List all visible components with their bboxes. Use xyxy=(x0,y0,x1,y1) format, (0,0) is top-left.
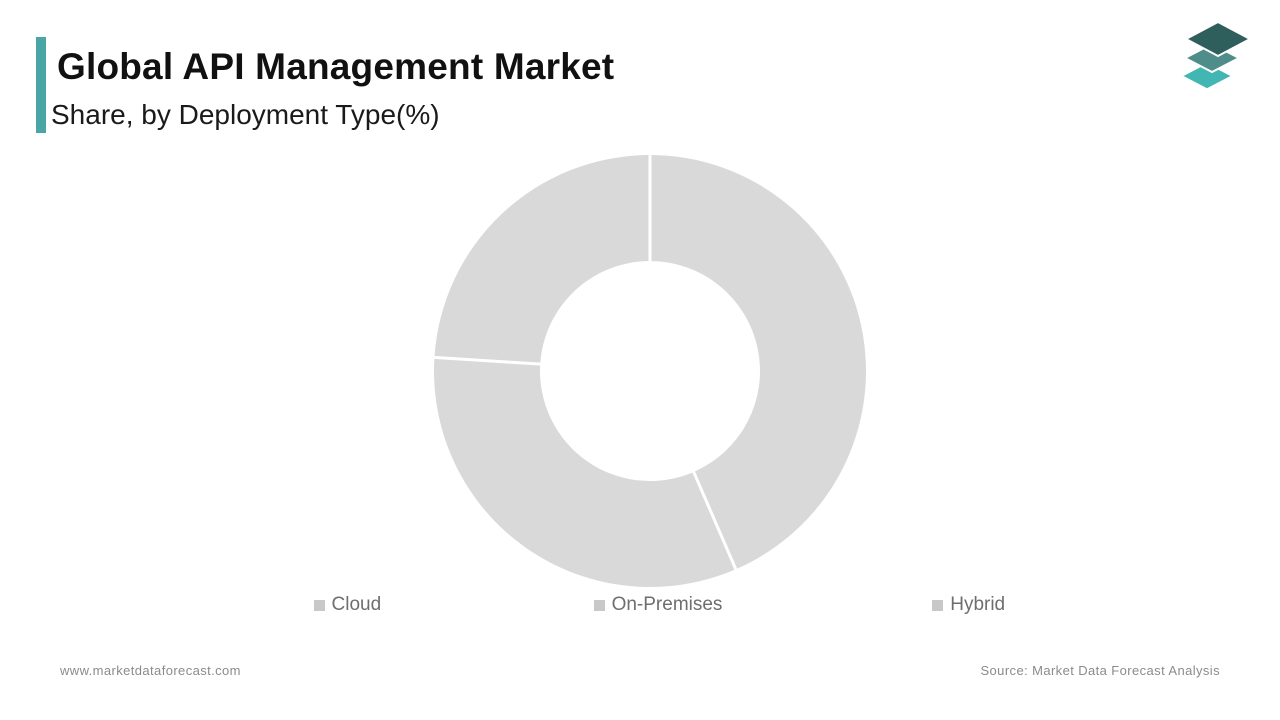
legend-marker-icon xyxy=(593,599,605,611)
donut-chart-area xyxy=(430,151,870,591)
logo-layer-bottom xyxy=(1180,62,1234,90)
legend-item-hybrid: Hybrid xyxy=(813,594,1124,616)
footer-website: www.marketdataforecast.com xyxy=(60,663,241,678)
legend-label: On-Premises xyxy=(611,594,723,615)
chart-legend: Cloud On-Premises Hybrid xyxy=(192,594,1124,616)
legend-marker-icon xyxy=(932,599,944,611)
donut-slice-on-premises xyxy=(434,357,736,587)
title-accent-bar xyxy=(36,37,46,133)
market-data-forecast-logo xyxy=(1180,20,1253,90)
legend-label: Cloud xyxy=(331,594,382,615)
footer-source: Source: Market Data Forecast Analysis xyxy=(980,663,1220,678)
slice-divider xyxy=(691,470,738,571)
donut-slice-cloud xyxy=(650,155,866,570)
legend-label: Hybrid xyxy=(950,594,1006,615)
legend-item-on-premises: On-Premises xyxy=(503,594,814,616)
page-subtitle: Share, by Deployment Type(%) xyxy=(51,99,440,130)
page-title: Global API Management Market xyxy=(57,46,615,87)
donut-chart xyxy=(433,154,866,587)
donut-slice-hybrid xyxy=(434,155,650,365)
legend-marker-icon xyxy=(313,599,325,611)
slice-divider xyxy=(433,355,542,366)
legend-item-cloud: Cloud xyxy=(192,594,503,616)
logo-layer-top xyxy=(1183,20,1253,58)
